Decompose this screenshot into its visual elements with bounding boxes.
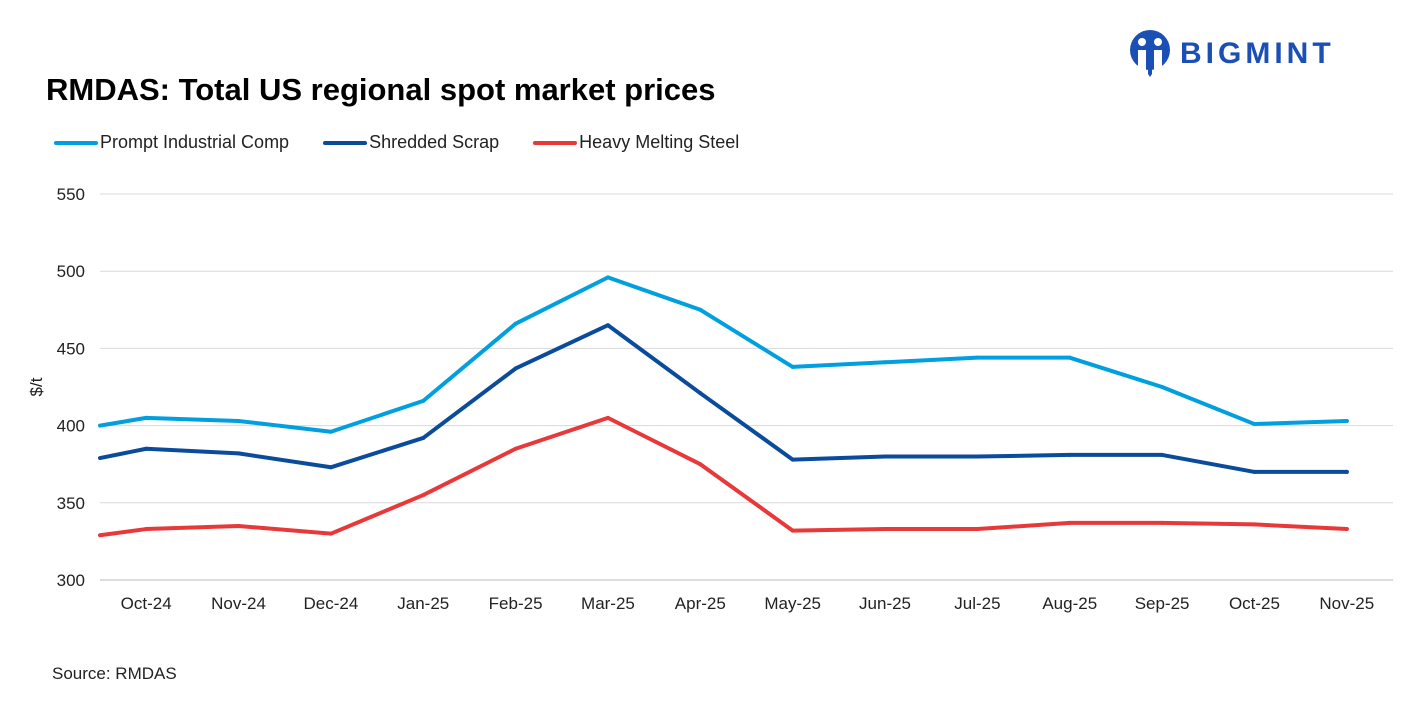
data-point [698, 391, 703, 396]
series-line-2 [98, 415, 1349, 538]
data-point [790, 364, 795, 369]
x-tick-label: Sep-25 [1135, 594, 1190, 613]
data-point [1252, 522, 1257, 527]
x-tick-label: Oct-25 [1229, 594, 1280, 613]
data-point [1344, 527, 1349, 532]
data-point [1067, 452, 1072, 457]
y-tick-label: 350 [57, 494, 85, 513]
legend-item: Heavy Melting Steel [533, 132, 739, 153]
legend-item: Shredded Scrap [323, 132, 499, 153]
data-point [1344, 418, 1349, 423]
data-point [421, 493, 426, 498]
x-tick-label: Apr-25 [675, 594, 726, 613]
data-point [1160, 452, 1165, 457]
data-point [421, 398, 426, 403]
data-point [328, 531, 333, 536]
data-point [236, 523, 241, 528]
data-point [1067, 520, 1072, 525]
legend-label: Shredded Scrap [369, 132, 500, 152]
data-point [328, 429, 333, 434]
data-point [605, 275, 610, 280]
legend: Prompt Industrial Comp Shredded Scrap Heav… [54, 132, 773, 153]
series-line-1 [98, 323, 1349, 474]
x-tick-label: Oct-24 [121, 594, 172, 613]
data-point [236, 418, 241, 423]
data-point [1252, 422, 1257, 427]
x-tick-label: Feb-25 [489, 594, 543, 613]
x-tick-label: Jun-25 [859, 594, 911, 613]
data-point [975, 355, 980, 360]
x-tick-label: Jul-25 [954, 594, 1000, 613]
data-point [790, 528, 795, 533]
legend-label: Prompt Industrial Comp [100, 132, 290, 152]
data-point [1160, 520, 1165, 525]
x-tick-label: May-25 [764, 594, 821, 613]
x-tick-label: Mar-25 [581, 594, 635, 613]
data-point [328, 465, 333, 470]
x-tick-label: Jan-25 [397, 594, 449, 613]
logo: BIGMINT [1128, 30, 1335, 78]
data-point [605, 323, 610, 328]
data-point [975, 527, 980, 532]
data-point [144, 415, 149, 420]
bigmint-logo-icon [1130, 30, 1170, 77]
data-point [144, 446, 149, 451]
data-point [1252, 469, 1257, 474]
data-point [513, 321, 518, 326]
source-note: Source: RMDAS [52, 664, 177, 683]
legend-swatch [533, 140, 578, 145]
x-tick-label: Nov-25 [1319, 594, 1374, 613]
x-tick-label: Aug-25 [1042, 594, 1097, 613]
chart-title: RMDAS: Total US regional spot market pri… [46, 72, 716, 107]
y-tick-label: 450 [57, 339, 85, 358]
data-point [236, 451, 241, 456]
y-tick-label: 300 [57, 571, 85, 590]
data-point [1160, 385, 1165, 389]
y-tick-label: 550 [57, 185, 85, 204]
data-point [1067, 355, 1072, 360]
y-tick-label: 400 [57, 417, 85, 436]
data-point [975, 454, 980, 459]
data-point [513, 446, 518, 451]
data-point [605, 415, 610, 420]
data-point [1344, 469, 1349, 474]
legend-swatch [54, 140, 98, 145]
y-tick-label: 500 [57, 262, 85, 281]
data-point [883, 360, 888, 365]
legend-label: Heavy Melting Steel [579, 132, 740, 152]
data-point [790, 457, 795, 462]
x-tick-label: Dec-24 [303, 594, 358, 613]
x-tick-label: Nov-24 [211, 594, 266, 613]
data-point [698, 462, 703, 467]
legend-swatch [323, 140, 368, 145]
data-point [883, 454, 888, 459]
data-point [883, 527, 888, 532]
y-axis-label: $/t [27, 377, 46, 396]
data-point [421, 435, 426, 440]
data-point [144, 527, 149, 532]
logo-text: BIGMINT [1180, 37, 1335, 70]
legend-item: Prompt Industrial Comp [54, 132, 289, 153]
data-point [513, 366, 518, 371]
data-point [698, 307, 703, 312]
